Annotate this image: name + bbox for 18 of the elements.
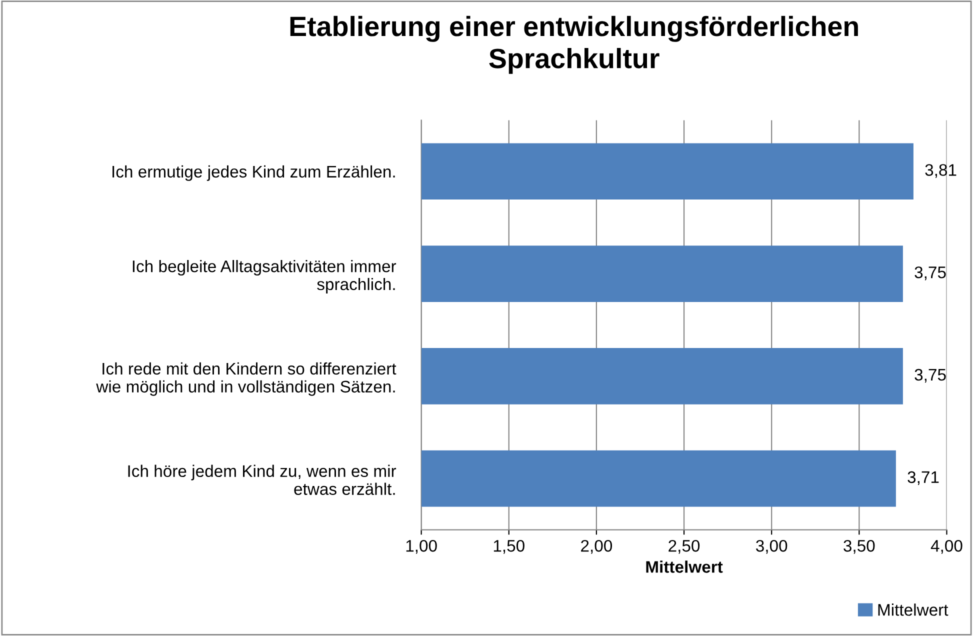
x-tick-label: 1,00 xyxy=(406,540,437,554)
data-label: 3,81 xyxy=(925,164,956,178)
y-tick-label: Ich begleite Alltagsaktivitäten immer sprachlich. xyxy=(132,260,396,294)
x-tick-label: 4,00 xyxy=(930,540,962,554)
x-tick-label: 1,50 xyxy=(494,540,524,554)
data-label: 3,71 xyxy=(908,471,939,486)
data-label: 3,75 xyxy=(914,368,946,383)
x-tick-label: 2,00 xyxy=(581,540,612,554)
y-tick-label: Ich höre jedem Kind zu, wenn es mir etwas erzählt. xyxy=(128,464,396,495)
x-tick-label: 2,50 xyxy=(668,540,700,554)
x-axis-title: Mittelwert xyxy=(646,560,723,573)
x-tick-label: 3,50 xyxy=(844,540,875,554)
x-tick-label: 3,00 xyxy=(756,540,788,554)
legend-label: Mittelwert xyxy=(878,604,948,616)
y-tick-label: Ich ermutige jedes Kind zum Erzählen. xyxy=(112,165,395,181)
y-tick-label: Ich rede mit den Kindern so differenziert wie möglich und in vollständigen Sätzen. xyxy=(96,362,396,396)
data-label: 3,75 xyxy=(914,266,946,280)
chart-title: Etablierung einer entwicklungsförderlichen Sprachkultur xyxy=(290,16,858,74)
